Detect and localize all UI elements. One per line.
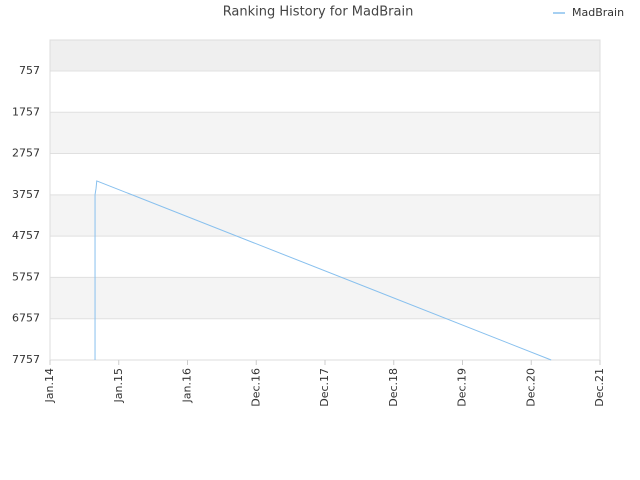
- x-tick-label: Dec.18: [387, 368, 400, 407]
- x-tick-label: Jan.15: [112, 368, 125, 403]
- chart-title: Ranking History for MadBrain: [223, 5, 414, 20]
- legend-label: MadBrain: [572, 6, 624, 19]
- y-tick-label: 3757: [12, 188, 40, 201]
- x-tick-label: Dec.21: [593, 368, 606, 407]
- x-tick-label: Dec.16: [249, 368, 262, 407]
- x-tick-label: Dec.20: [524, 368, 537, 407]
- x-tick-label: Dec.17: [318, 368, 331, 407]
- x-tick-label: Jan.14: [43, 368, 56, 403]
- plot-band: [50, 40, 600, 71]
- x-tick-label: Jan.16: [181, 368, 194, 403]
- plot-band: [50, 318, 600, 360]
- y-tick-label: 7757: [12, 353, 40, 366]
- line: [94, 180, 552, 361]
- y-tick-label: 6757: [12, 312, 40, 325]
- plot-band: [50, 70, 600, 113]
- y-tick-label: 757: [19, 64, 40, 77]
- y-tick-label: 2757: [12, 147, 40, 160]
- plot-band: [50, 277, 600, 319]
- y-tick-label: 4757: [12, 229, 40, 242]
- plot-band: [50, 153, 600, 195]
- plot-band: [50, 194, 600, 237]
- y-tick-label: 5757: [12, 270, 40, 283]
- plot-band: [50, 112, 600, 154]
- x-tick-label: Dec.19: [456, 368, 469, 407]
- y-tick-label: 1757: [12, 105, 40, 118]
